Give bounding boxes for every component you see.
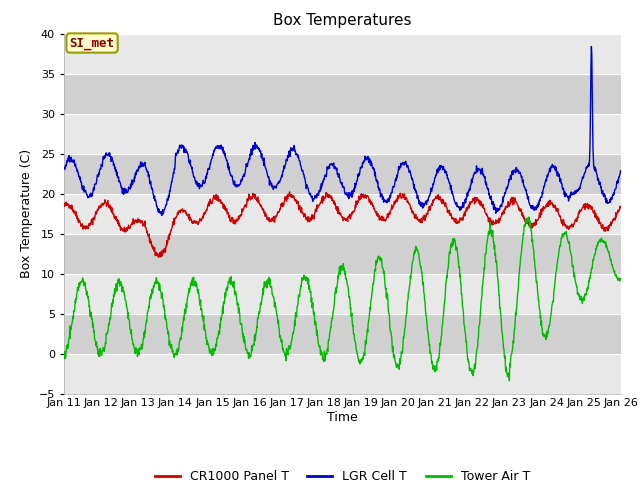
X-axis label: Time: Time bbox=[327, 411, 358, 424]
Bar bbox=[64, 234, 621, 274]
Bar bbox=[64, 313, 621, 354]
Bar bbox=[64, 193, 621, 234]
Title: Box Temperatures: Box Temperatures bbox=[273, 13, 412, 28]
Y-axis label: Box Temperature (C): Box Temperature (C) bbox=[20, 149, 33, 278]
Text: SI_met: SI_met bbox=[70, 36, 115, 49]
Bar bbox=[64, 154, 621, 193]
Legend: CR1000 Panel T, LGR Cell T, Tower Air T: CR1000 Panel T, LGR Cell T, Tower Air T bbox=[150, 465, 535, 480]
Bar bbox=[64, 73, 621, 114]
Bar bbox=[64, 274, 621, 313]
Bar bbox=[64, 34, 621, 73]
Bar bbox=[64, 354, 621, 394]
Bar bbox=[64, 114, 621, 154]
